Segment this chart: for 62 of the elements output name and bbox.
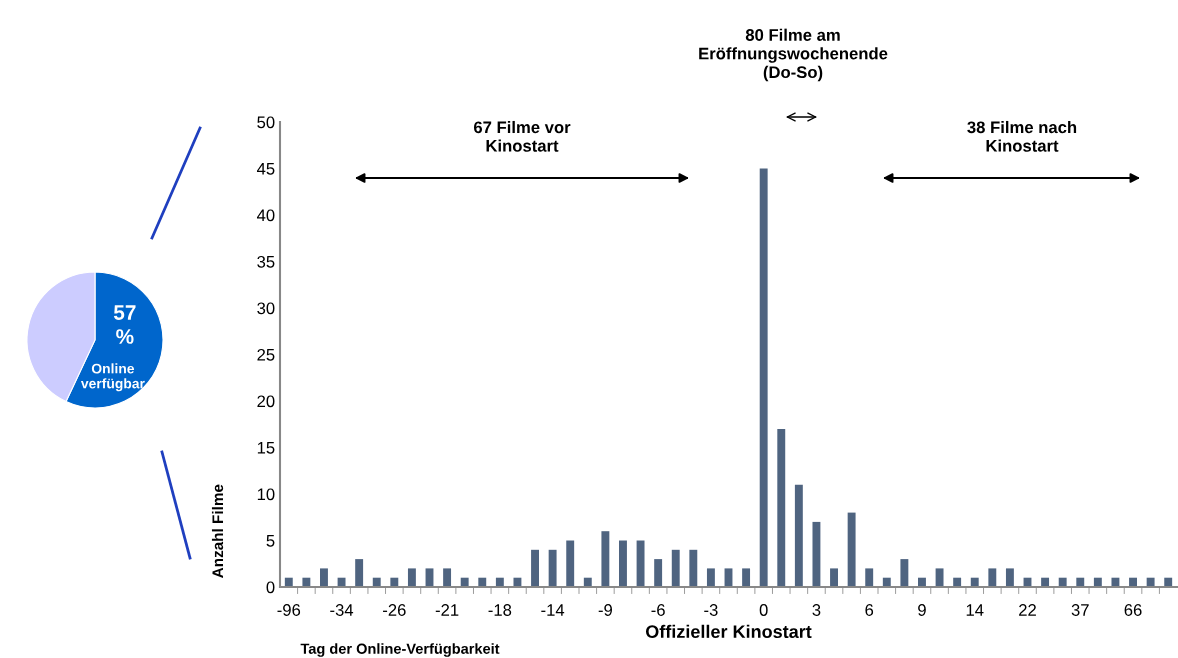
x-tick-label: -18 [488, 604, 512, 616]
bar [689, 549, 698, 587]
x-tick-label: 22 [1019, 604, 1036, 616]
y-tick-label: 40 [256, 209, 275, 222]
bar [566, 540, 575, 587]
annotation: 67 Filme vor Kinostart [473, 120, 571, 152]
x-tick-label: 3 [812, 604, 821, 616]
x-tick-label: -9 [598, 604, 612, 616]
bar [759, 168, 768, 587]
text: Tag der Online-Verfügbarkeit [300, 643, 500, 657]
x-tick-label: -3 [704, 604, 718, 616]
bar [706, 568, 715, 587]
bar [830, 568, 838, 587]
slice-label: Online verfügbar [80, 363, 145, 392]
bar [794, 484, 803, 587]
bar [619, 540, 627, 587]
y-tick-label: 15 [257, 442, 275, 454]
bar [742, 568, 751, 587]
y-tick-label: 25 [257, 348, 275, 361]
bar [407, 568, 416, 587]
y-tick-label: 30 [257, 302, 275, 315]
x-tick-label: 9 [918, 604, 926, 616]
x-tick-label: -96 [277, 604, 301, 616]
annotation: 38 Filme nach Kinostart [967, 120, 1077, 152]
y-tick-label: 10 [257, 488, 275, 501]
bar [320, 568, 328, 587]
bar [531, 549, 539, 587]
x-tick-label: 37 [1071, 604, 1089, 616]
bar [847, 512, 856, 587]
y-tick-label: 35 [257, 255, 275, 268]
y-axis-title: Anzahl Filme [211, 484, 224, 578]
y-tick-label: 45 [256, 163, 275, 175]
bar [355, 559, 364, 587]
bar [900, 559, 909, 587]
bar [601, 531, 610, 587]
y-tick-label: 5 [266, 535, 275, 547]
bar [443, 568, 452, 587]
bar [988, 568, 997, 587]
x-tick-label: -14 [541, 604, 565, 616]
y-tick-label: 20 [257, 395, 275, 408]
x-tick-label: 6 [865, 604, 874, 616]
bar [654, 559, 663, 587]
bar [777, 428, 786, 587]
text: 80 Filme am Eröffnungswochenende (Do-So) [699, 28, 888, 82]
x-tick-label: -26 [383, 604, 406, 616]
x-tick-label: 0 [759, 604, 768, 616]
bar [865, 568, 874, 587]
x-tick-label: 66 [1124, 604, 1142, 616]
x-tick-label: -21 [435, 604, 459, 616]
bar [812, 521, 821, 587]
bar [1005, 568, 1014, 587]
x-tick-label: -6 [651, 604, 665, 616]
y-tick-label: 0 [266, 581, 275, 594]
y-tick-label: 50 [257, 116, 275, 129]
bar [636, 540, 645, 587]
x-tick-label: 14 [966, 604, 984, 616]
bar [671, 549, 680, 587]
x-axis-title: Offizieller Kinostart [645, 624, 812, 639]
data-label: 57 % [113, 305, 136, 344]
bar [548, 549, 557, 587]
x-tick-label: -34 [330, 604, 354, 616]
bar [935, 568, 944, 587]
